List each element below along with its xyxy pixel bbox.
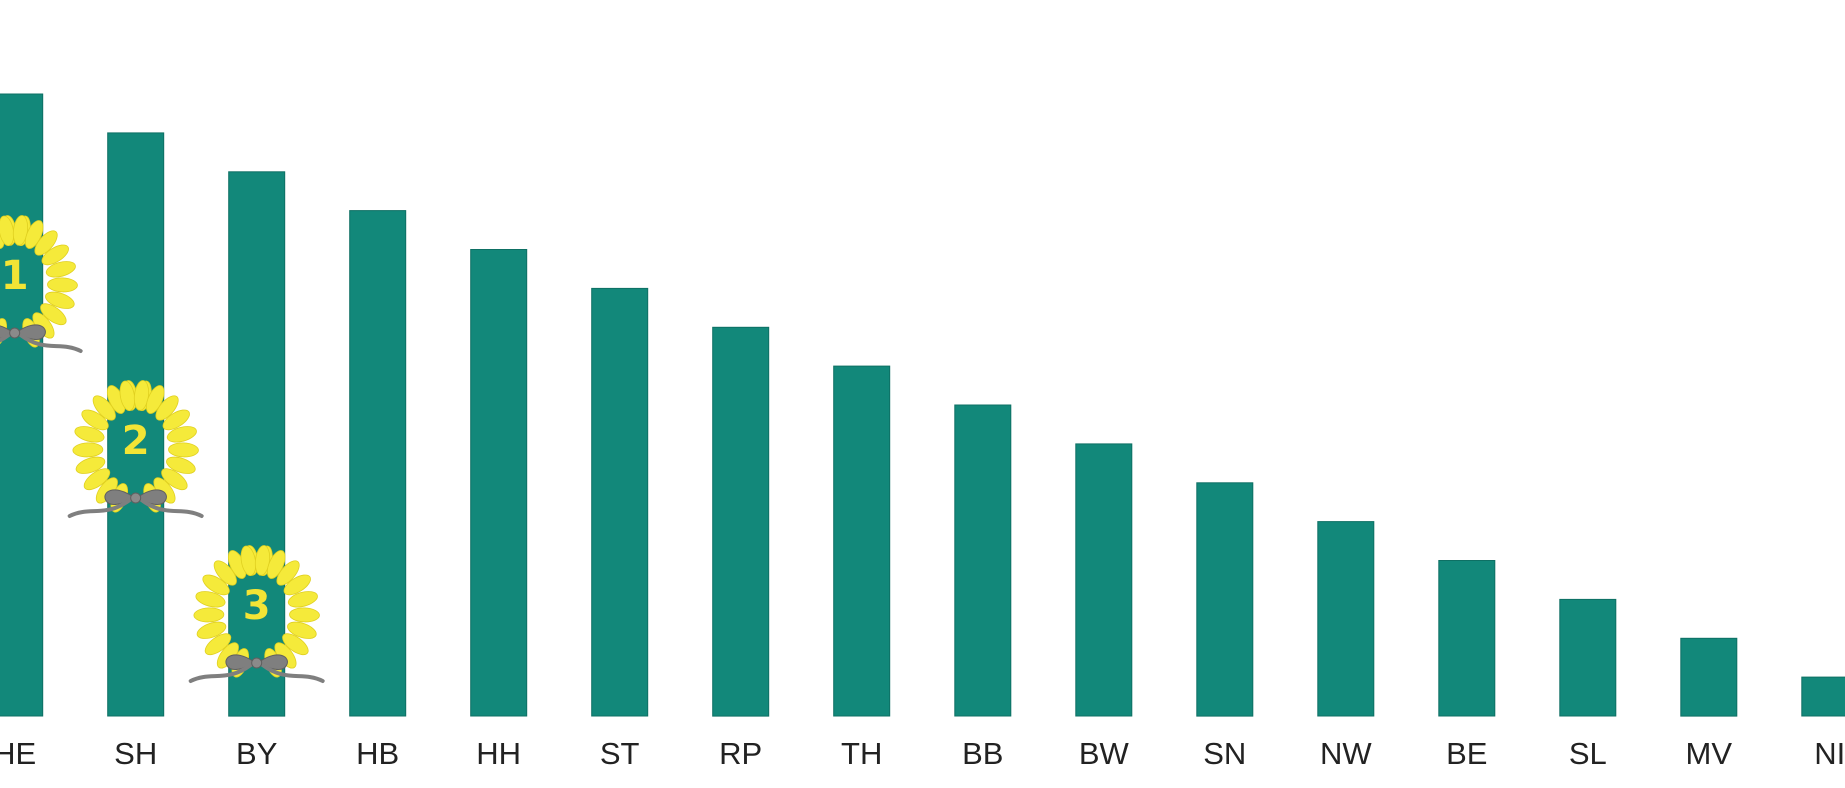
laurel-wreath-badge-1: 1 <box>0 215 83 353</box>
laurel-leaf-icon <box>202 574 230 596</box>
laurel-leaf-icon <box>195 591 226 608</box>
bar-be <box>1438 560 1496 717</box>
bar-sn <box>1196 482 1254 717</box>
x-tick-label-nw: NW <box>1320 736 1372 771</box>
laurel-leaf-icon <box>266 550 286 579</box>
laurel-leaf-icon <box>161 468 188 491</box>
bar-nw <box>1317 521 1375 717</box>
laurel-leaf-icon <box>283 574 311 596</box>
ribbon-knot-icon <box>251 657 263 669</box>
laurel-leaf-icon <box>81 409 109 431</box>
laurel-leaf-icon <box>12 215 29 246</box>
laurel-leaf-icon <box>287 621 317 639</box>
laurel-leaf-icon <box>72 442 104 458</box>
laurel-leaf-icon <box>83 468 111 491</box>
x-tick-label-bw: BW <box>1079 736 1130 771</box>
laurel-leaf-icon <box>92 395 116 421</box>
x-tick-label-hh: HH <box>476 736 521 771</box>
x-tick-label-st: ST <box>600 736 640 771</box>
x-tick-label-bb: BB <box>962 736 1003 771</box>
bar-bb <box>954 404 1012 717</box>
bar-st <box>591 287 649 717</box>
x-tick-label-group: HE SH BY HB HH ST RP TH BB BW SN NW BE SL MV NI <box>0 736 1845 771</box>
laurel-leaf-icon <box>41 244 69 266</box>
bar-ni <box>1801 676 1845 717</box>
x-tick-label-th: TH <box>841 736 882 771</box>
laurel-leaf-icon <box>155 395 179 421</box>
laurel-leaf-icon <box>75 456 106 474</box>
laurel-leaf-icon <box>162 409 190 431</box>
bar-group <box>0 93 1845 717</box>
x-tick-label-rp: RP <box>719 736 762 771</box>
laurel-leaf-icon <box>166 456 196 474</box>
x-tick-label-sl: SL <box>1569 736 1607 771</box>
laurel-wreath-badge-2: 2 <box>67 380 204 518</box>
x-tick-label-sn: SN <box>1203 736 1246 771</box>
laurel-leaf-icon <box>40 303 67 326</box>
laurel-leaf-icon <box>45 261 76 278</box>
rank-number-3: 3 <box>243 583 271 629</box>
laurel-wreath-badge-3: 3 <box>188 545 325 683</box>
laurel-leaf-icon <box>74 426 105 443</box>
ribbon-knot-icon <box>9 327 21 339</box>
laurel-leaf-icon <box>133 380 150 411</box>
bar-hh <box>470 249 528 717</box>
laurel-leaf-icon <box>213 560 237 586</box>
x-tick-label-hb: HB <box>356 736 399 771</box>
laurel-leaf-icon <box>168 442 199 458</box>
x-tick-label-mv: MV <box>1686 736 1733 771</box>
bar-by <box>228 171 286 717</box>
laurel-leaf-icon <box>287 591 318 608</box>
rank-number-2: 2 <box>122 418 150 464</box>
rank-number-1: 1 <box>1 253 29 299</box>
x-tick-label-ni: NI <box>1814 736 1845 771</box>
laurel-leaf-icon <box>289 607 320 623</box>
bar-mv <box>1680 637 1738 717</box>
bar-sl <box>1559 598 1617 717</box>
bar-hb <box>349 210 407 717</box>
x-tick-label-he: HE <box>0 736 36 771</box>
ribbon-tails-icon <box>67 498 204 518</box>
laurel-leaf-icon <box>193 607 225 623</box>
ribbon-tails-icon <box>0 333 83 353</box>
laurel-leaf-icon <box>47 277 78 293</box>
bar-rp <box>712 326 770 717</box>
bar-he <box>0 93 44 717</box>
rank-badge-group: 1 2 3 <box>0 215 325 683</box>
laurel-leaf-icon <box>282 633 309 656</box>
ribbon-knot-icon <box>130 492 142 504</box>
x-tick-label-be: BE <box>1446 736 1487 771</box>
bar-th <box>833 365 891 717</box>
laurel-leaf-icon <box>166 426 197 443</box>
ribbon-tails-icon <box>188 663 325 683</box>
laurel-leaf-icon <box>276 560 300 586</box>
laurel-leaf-icon <box>196 621 227 639</box>
laurel-leaf-icon <box>45 291 75 309</box>
laurel-leaf-icon <box>145 385 165 414</box>
laurel-leaf-icon <box>24 220 44 249</box>
laurel-leaf-icon <box>254 545 271 576</box>
bar-bw <box>1075 443 1133 717</box>
laurel-leaf-icon <box>204 633 232 656</box>
x-tick-label-by: BY <box>236 736 277 771</box>
x-tick-label-sh: SH <box>114 736 157 771</box>
laurel-leaf-icon <box>34 230 58 256</box>
